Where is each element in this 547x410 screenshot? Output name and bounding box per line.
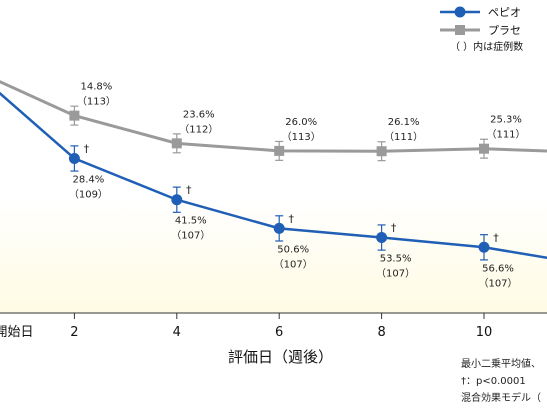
value-label: 41.5% — [175, 216, 207, 227]
value-label: 14.8% — [81, 82, 113, 93]
plot-background — [0, 200, 547, 313]
n-label: （111） — [486, 129, 525, 141]
footnote-3: 混合効果モデル（ — [461, 393, 541, 404]
dagger-mark: † — [186, 184, 192, 197]
x-axis-title: 評価日（週後） — [228, 348, 334, 366]
legend-marker — [455, 25, 465, 35]
n-label: （107） — [171, 230, 210, 242]
n-label: （107） — [376, 268, 415, 280]
footnote-1: 最小二乗平均値、 — [461, 359, 541, 370]
x-tick-label: 6 — [275, 325, 283, 340]
n-label: （111） — [384, 131, 423, 143]
data-point — [273, 222, 285, 234]
data-point — [478, 241, 490, 253]
legend-label: ペピオ — [488, 6, 521, 19]
dagger-mark: † — [391, 222, 397, 235]
x-tick-label: 開始日 — [0, 325, 34, 340]
data-point — [274, 145, 285, 156]
value-label: 56.6% — [482, 263, 514, 274]
value-label: 23.6% — [183, 109, 215, 120]
x-tick-label: 4 — [173, 325, 181, 340]
value-label: 28.4% — [73, 174, 105, 185]
data-point — [171, 138, 182, 149]
value-label: 53.5% — [380, 254, 412, 265]
dagger-mark: † — [84, 142, 90, 155]
dagger-mark: † — [493, 231, 499, 244]
x-tick-label: 2 — [70, 325, 78, 340]
value-label: 26.0% — [285, 117, 317, 128]
n-label: （109） — [69, 188, 108, 200]
data-point — [479, 143, 489, 154]
x-tick-label: 10 — [476, 325, 493, 340]
legend-label: プラセ — [488, 24, 521, 37]
legend-note: （ ）内は症例数 — [450, 40, 523, 53]
legend-marker — [454, 6, 466, 18]
data-point — [171, 194, 183, 206]
n-label: （113） — [77, 96, 116, 108]
dagger-mark: † — [288, 212, 294, 225]
value-label: 26.1% — [388, 117, 420, 128]
n-label: （107） — [478, 277, 517, 289]
value-label: 50.6% — [277, 244, 309, 255]
data-point — [376, 232, 388, 244]
n-label: （113） — [282, 131, 321, 143]
data-point — [69, 110, 80, 121]
n-label: （107） — [274, 258, 313, 270]
footnote-2: †：p<0.0001 — [461, 376, 526, 387]
x-tick-label: 8 — [377, 325, 385, 340]
value-label: 25.3% — [490, 115, 522, 126]
data-point — [68, 152, 80, 164]
data-point — [376, 146, 387, 157]
n-label: （112） — [179, 123, 218, 135]
